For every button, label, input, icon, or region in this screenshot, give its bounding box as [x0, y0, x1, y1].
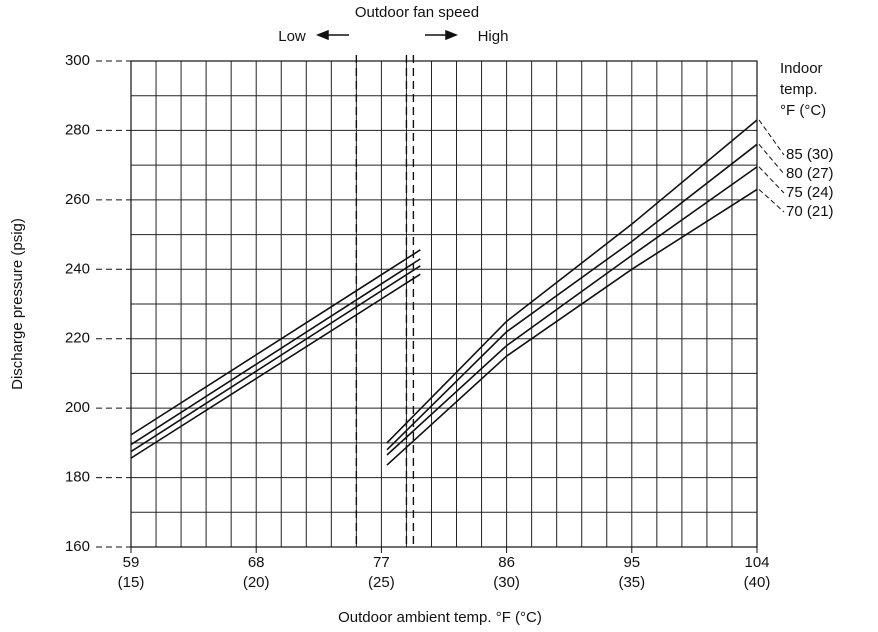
legend-label: 75 (24)	[786, 184, 834, 201]
x-tick-label: 59	[123, 554, 140, 571]
x-tick-sublabel: (35)	[618, 574, 645, 591]
x-tick-sublabel: (15)	[118, 574, 145, 591]
x-tick-sublabel: (25)	[368, 574, 395, 591]
annotation: High	[478, 28, 509, 45]
y-tick-label: 300	[65, 52, 90, 69]
x-tick-sublabel: (30)	[493, 574, 520, 591]
legend-label: 70 (21)	[786, 203, 834, 220]
x-tick-label: 104	[744, 554, 769, 571]
x-tick-label: 86	[498, 554, 515, 571]
legend-label: 85 (30)	[786, 146, 834, 163]
y-tick-label: 220	[65, 330, 90, 347]
annotation: Low	[278, 28, 306, 45]
series-line	[130, 188, 758, 466]
x-axis-title: Outdoor ambient temp. °F (°C)	[338, 609, 542, 626]
x-tick-label: 77	[373, 554, 390, 571]
legend-leader	[758, 189, 785, 213]
y-tick-label: 240	[65, 260, 90, 277]
x-tick-sublabel: (20)	[243, 574, 270, 591]
y-tick-label: 260	[65, 191, 90, 208]
series-line	[130, 166, 758, 456]
legend-title: Indoor	[780, 60, 823, 77]
y-tick-label: 180	[65, 469, 90, 486]
plot-frame	[130, 60, 758, 548]
y-tick-label: 200	[65, 399, 90, 416]
y-tick-label: 160	[65, 538, 90, 555]
x-tick-label: 68	[248, 554, 265, 571]
y-tick-label: 280	[65, 121, 90, 138]
series-line	[130, 119, 758, 444]
legend-leader	[758, 166, 785, 194]
x-tick-label: 95	[623, 554, 640, 571]
legend-title: °F (°C)	[780, 102, 826, 119]
fan-arrows	[315, 29, 459, 41]
legend-title: temp.	[780, 81, 818, 98]
legend-leader	[758, 119, 785, 156]
series-line	[130, 143, 758, 451]
x-tick-sublabel: (40)	[744, 574, 771, 591]
legend-label: 80 (27)	[786, 165, 834, 182]
legend-leader	[758, 143, 785, 175]
y-axis-title: Discharge pressure (psig)	[9, 218, 26, 390]
chart-title: Outdoor fan speed	[355, 4, 479, 21]
